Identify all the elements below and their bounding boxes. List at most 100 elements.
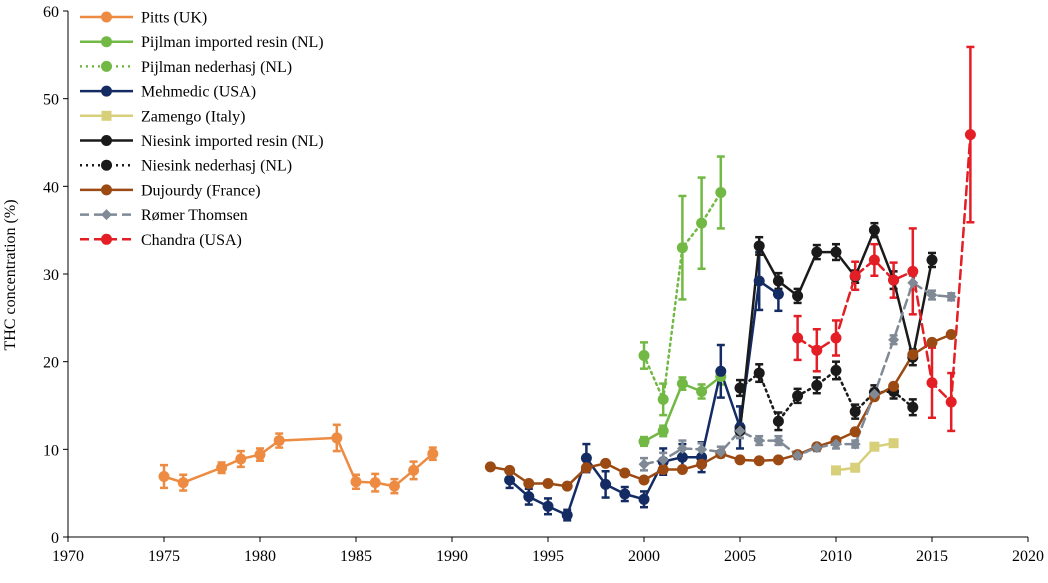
legend-label: Chandra (USA): [141, 232, 242, 249]
series-7-point: [888, 380, 900, 392]
series-8-point: [638, 458, 650, 470]
legend-label: Rømer Thomsen: [141, 207, 248, 224]
series-0-point: [177, 477, 189, 489]
legend-label: Pijlman imported resin (NL): [141, 34, 324, 51]
series-7-point: [523, 478, 535, 490]
series-9-point: [830, 332, 842, 344]
series-4-line: [834, 441, 895, 472]
y-tick-label: 20: [43, 355, 59, 372]
series-9-point: [964, 129, 976, 141]
series-4-point: [831, 465, 841, 476]
legend-swatch-marker: [101, 85, 112, 97]
legend-label: Pijlman nederhasj (NL): [141, 59, 292, 76]
series-0-point: [427, 448, 439, 460]
series-6-point: [734, 382, 746, 394]
legend-label: Niesink imported resin (NL): [141, 133, 324, 150]
series-0-point: [273, 435, 285, 447]
series-markers: [158, 129, 976, 521]
series-0-point: [408, 464, 420, 476]
legend-swatch-marker: [101, 135, 112, 146]
series-7-point: [849, 426, 861, 438]
series-8-point: [868, 388, 880, 400]
series-3-point: [753, 275, 765, 287]
legend-swatch-marker: [101, 60, 112, 72]
series-7-point: [926, 336, 938, 348]
legend-entry: Pitts (UK): [80, 10, 207, 27]
series-1-point: [696, 385, 708, 397]
legend-entry: Niesink imported resin (NL): [80, 133, 324, 150]
series-5-point: [753, 240, 765, 252]
legend-swatch-marker: [101, 36, 112, 48]
y-tick-label: 40: [43, 179, 59, 196]
x-tick-label: 1970: [52, 548, 84, 565]
series-3-point: [676, 451, 688, 463]
series-8-point: [830, 438, 842, 450]
series-5-point: [792, 290, 804, 302]
series-8-point: [907, 277, 919, 289]
series-3-point: [772, 288, 784, 300]
y-tick-label: 30: [43, 267, 59, 284]
y-tick-label: 60: [43, 4, 59, 21]
series-4-point: [850, 462, 861, 473]
x-tick-label: 1980: [244, 548, 276, 565]
series-1-point: [676, 378, 688, 390]
series-8-point: [734, 425, 746, 437]
series-7-point: [907, 349, 919, 361]
series-7-point: [945, 328, 957, 340]
series-7-point: [561, 480, 573, 492]
series-5-point: [830, 246, 842, 258]
series-7-point: [772, 454, 784, 466]
x-tick-label: 2010: [820, 548, 852, 565]
series-3-point: [542, 500, 554, 512]
series-9-point: [926, 377, 938, 389]
series-7-point: [734, 454, 746, 466]
legend-label: Zamengo (Italy): [141, 108, 245, 125]
legend-entry: Pijlman nederhasj (NL): [80, 59, 292, 76]
series-9-point: [868, 254, 880, 266]
series-8-line: [642, 281, 953, 466]
x-tick-label: 1990: [436, 548, 468, 565]
series-8-point: [696, 443, 708, 455]
legend-swatch-marker: [101, 110, 112, 121]
series-3-point: [715, 365, 727, 377]
series-2-point: [657, 393, 669, 405]
series-7-point: [542, 478, 554, 490]
y-tick-label: 0: [51, 530, 59, 547]
legend-swatch-marker: [101, 159, 112, 171]
series-9-point: [792, 332, 804, 344]
series-7-point: [504, 464, 516, 476]
x-tick-label: 2000: [628, 548, 660, 565]
legend-entry: Zamengo (Italy): [80, 108, 245, 125]
legend-label: Niesink nederhasj (NL): [141, 158, 292, 175]
x-tick-label: 1995: [532, 548, 564, 565]
series-3-point: [523, 491, 535, 503]
series-6-point: [772, 415, 784, 427]
series-8-point: [792, 449, 804, 461]
series-9-line: [796, 133, 972, 404]
series-4-point: [869, 441, 880, 452]
series-lines: [162, 133, 972, 517]
series-0-point: [350, 476, 362, 488]
series-8-point: [811, 442, 823, 454]
series-9-point: [849, 270, 861, 282]
series-7-point: [600, 457, 612, 469]
legend-label: Mehmedic (USA): [141, 84, 256, 101]
legend-swatch-marker: [101, 233, 112, 245]
legend-swatch-marker: [101, 209, 112, 221]
legend-entry: Rømer Thomsen: [80, 207, 248, 224]
series-3-point: [600, 478, 612, 490]
series-5-point: [772, 275, 784, 287]
series-7-point: [619, 467, 631, 479]
series-7-point: [638, 474, 650, 486]
x-tick-label: 2005: [724, 548, 756, 565]
series-0-point: [235, 453, 247, 465]
series-3-point: [561, 509, 573, 521]
series-9-point: [888, 274, 900, 286]
legend-swatch-marker: [101, 184, 112, 196]
series-3-point: [580, 452, 592, 464]
series-6-point: [830, 364, 842, 376]
series-0-point: [254, 449, 266, 461]
series-3-point: [504, 474, 516, 486]
series-2-point: [696, 217, 708, 229]
